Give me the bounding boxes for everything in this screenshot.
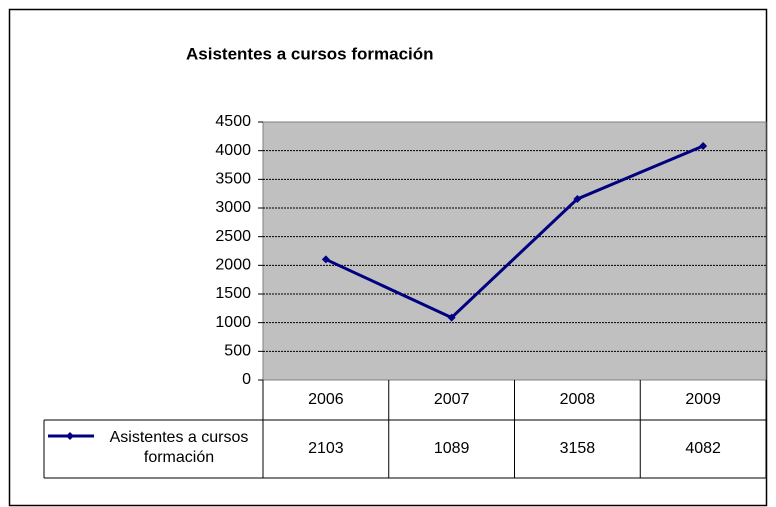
table-value: 3158 bbox=[560, 440, 596, 457]
plot-area bbox=[262, 121, 767, 381]
x-tick-label: 2006 bbox=[308, 391, 344, 408]
chart-title: Asistentes a cursos formación bbox=[186, 44, 434, 63]
y-tick-label: 2500 bbox=[215, 228, 251, 245]
y-tick-label: 3000 bbox=[215, 199, 251, 216]
table-value: 4082 bbox=[685, 440, 721, 457]
point bbox=[321, 255, 330, 264]
legend-label: Asistentes a cursos formación bbox=[109, 429, 249, 466]
y-tick-label: 0 bbox=[242, 371, 251, 388]
y-tick-label: 4500 bbox=[215, 113, 251, 130]
table-value: 1089 bbox=[434, 440, 470, 457]
y-tick-label: 500 bbox=[224, 343, 251, 360]
point bbox=[447, 313, 456, 322]
x-tick-label: 2008 bbox=[560, 391, 596, 408]
x-tick-label: 2007 bbox=[434, 391, 470, 408]
y-tick-label: 1000 bbox=[215, 314, 251, 331]
point bbox=[573, 194, 582, 203]
y-tick-label: 1500 bbox=[215, 285, 251, 302]
series-line bbox=[325, 144, 704, 320]
y-tick-label: 3500 bbox=[215, 171, 251, 188]
y-tick-label: 2000 bbox=[215, 257, 251, 274]
x-tick-label: 2009 bbox=[685, 391, 721, 408]
table-value: 2103 bbox=[308, 440, 344, 457]
legend-marker bbox=[66, 432, 74, 440]
point bbox=[699, 141, 708, 150]
y-tick-label: 4000 bbox=[215, 142, 251, 159]
